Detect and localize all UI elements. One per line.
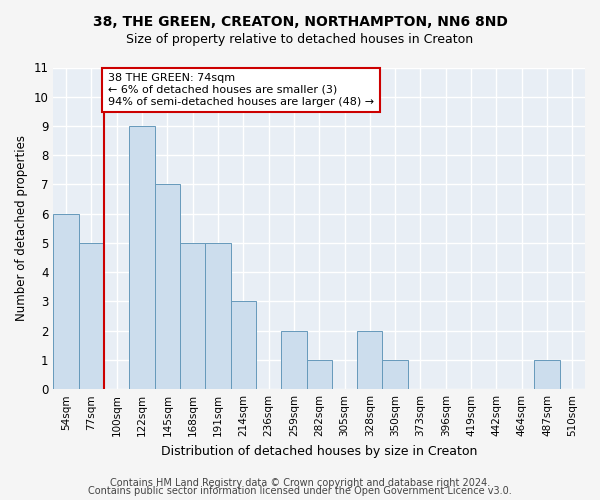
Bar <box>79 243 104 389</box>
Y-axis label: Number of detached properties: Number of detached properties <box>15 136 28 322</box>
Text: 38, THE GREEN, CREATON, NORTHAMPTON, NN6 8ND: 38, THE GREEN, CREATON, NORTHAMPTON, NN6… <box>92 15 508 29</box>
Bar <box>230 302 256 389</box>
Text: Contains HM Land Registry data © Crown copyright and database right 2024.: Contains HM Land Registry data © Crown c… <box>110 478 490 488</box>
Bar <box>180 243 205 389</box>
Bar <box>535 360 560 389</box>
Text: 38 THE GREEN: 74sqm
← 6% of detached houses are smaller (3)
94% of semi-detached: 38 THE GREEN: 74sqm ← 6% of detached hou… <box>108 74 374 106</box>
Bar <box>357 330 382 389</box>
Bar <box>155 184 180 389</box>
Bar <box>281 330 307 389</box>
Bar <box>382 360 408 389</box>
Bar <box>53 214 79 389</box>
Bar <box>130 126 155 389</box>
Text: Contains public sector information licensed under the Open Government Licence v3: Contains public sector information licen… <box>88 486 512 496</box>
Bar <box>307 360 332 389</box>
Text: Size of property relative to detached houses in Creaton: Size of property relative to detached ho… <box>127 32 473 46</box>
Bar <box>205 243 230 389</box>
X-axis label: Distribution of detached houses by size in Creaton: Distribution of detached houses by size … <box>161 444 478 458</box>
